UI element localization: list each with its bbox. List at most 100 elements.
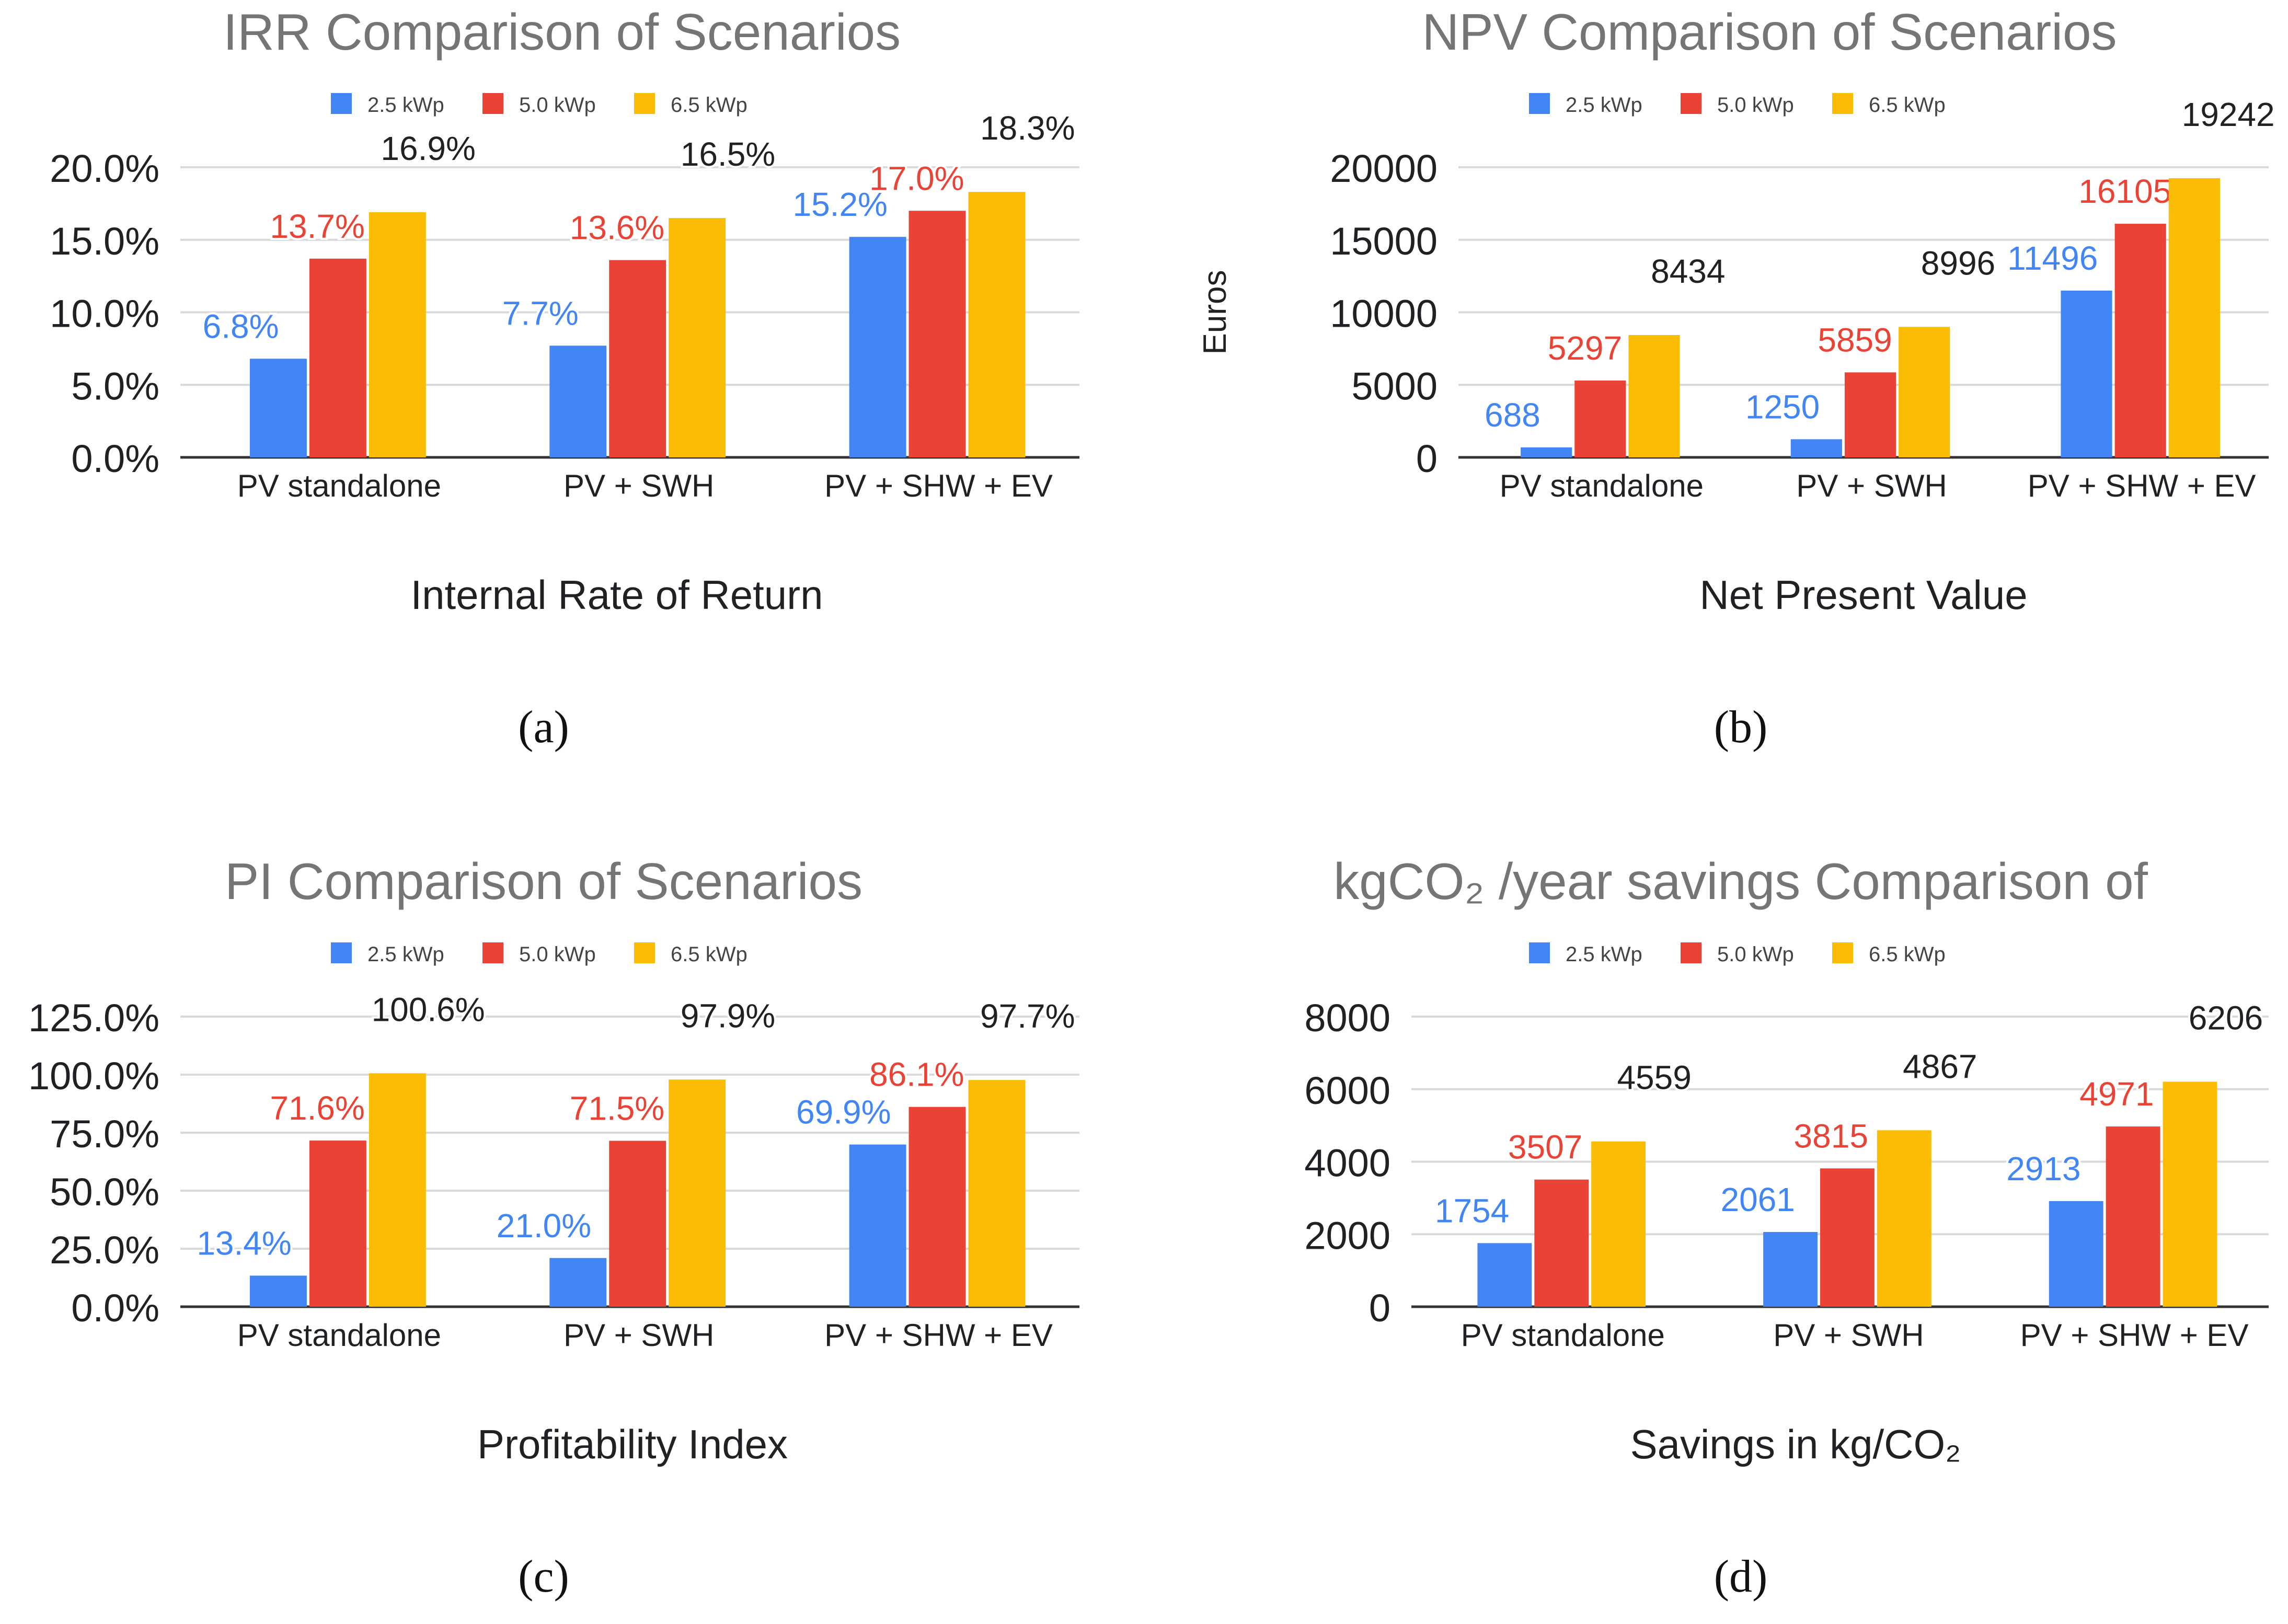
bar-5-0-kwp [1844, 372, 1896, 457]
bar-5-0-kwp [2106, 1126, 2160, 1307]
legend-swatch-1 [1681, 93, 1701, 114]
category-label: PV standalone [1500, 468, 1704, 503]
legend-label: 2.5 kWp [1566, 94, 1642, 117]
panel-label: (d) [1714, 1551, 1768, 1602]
x-axis-title: Savings in kg/CO₂ [1630, 1421, 1961, 1467]
bar-2-5-kwp [249, 359, 307, 457]
data-label: 6206 [2189, 999, 2263, 1036]
category-label: PV + SWH [564, 1318, 714, 1353]
y-tick-label: 25.0% [50, 1228, 159, 1272]
bar-6-5-kwp [1877, 1130, 1931, 1307]
legend-label: 5.0 kWp [519, 94, 596, 117]
data-label: 17.0% [869, 159, 964, 197]
data-label: 19242 [2182, 96, 2275, 133]
chart-panel-c: PI Comparison of Scenarios 2.5 kWp 5.0 kWp… [28, 853, 1079, 1602]
y-axis-label: Euros [1197, 270, 1233, 355]
data-label: 16105 [2078, 172, 2171, 210]
y-tick-label: 8000 [1304, 996, 1390, 1040]
data-label: 2061 [1721, 1181, 1795, 1218]
y-tick-label: 15.0% [50, 220, 159, 263]
bar-6-5-kwp [968, 192, 1026, 457]
y-tick-label: 15000 [1330, 220, 1438, 263]
data-label: 16.5% [681, 135, 775, 173]
y-tick-label: 5.0% [71, 364, 159, 408]
legend-swatch-0 [1529, 942, 1550, 963]
data-label: 13.7% [270, 208, 364, 245]
bar-2-5-kwp [1763, 1232, 1818, 1307]
data-label: 6.8% [203, 307, 279, 345]
y-tick-label: 20.0% [50, 147, 159, 190]
bar-6-5-kwp [968, 1080, 1026, 1307]
chart-panel-d: kgCO₂ /year savings Comparison of 2.5 kWp… [1304, 853, 2269, 1602]
legend-label: 5.0 kWp [519, 943, 596, 966]
chart-title: NPV Comparison of Scenarios [1422, 3, 2117, 61]
panel-label: (a) [518, 702, 569, 753]
legend-swatch-1 [482, 942, 503, 963]
data-label: 8434 [1651, 252, 1725, 290]
y-tick-label: 6000 [1304, 1069, 1390, 1112]
data-label: 5297 [1548, 329, 1622, 367]
legend-label: 5.0 kWp [1717, 94, 1794, 117]
bar-5-0-kwp [309, 258, 366, 457]
legend-swatch-0 [331, 942, 352, 963]
y-tick-label: 20000 [1330, 147, 1438, 190]
data-label: 15.2% [792, 186, 887, 223]
data-label: 8996 [1921, 244, 1995, 282]
bar-6-5-kwp [369, 212, 426, 457]
data-label: 97.7% [980, 997, 1075, 1035]
bar-5-0-kwp [309, 1141, 366, 1307]
data-label: 4867 [1903, 1047, 1977, 1085]
bar-2-5-kwp [849, 1144, 906, 1307]
bar-2-5-kwp [549, 1258, 607, 1307]
category-label: PV + SWH [564, 468, 714, 503]
panel-label: (b) [1714, 702, 1768, 753]
x-axis-title: Profitability Index [477, 1421, 788, 1467]
bar-2-5-kwp [249, 1275, 307, 1307]
data-label: 86.1% [869, 1056, 964, 1093]
bar-5-0-kwp [609, 1141, 666, 1307]
data-label: 13.6% [570, 209, 664, 247]
bar-5-0-kwp [2114, 224, 2166, 457]
legend-swatch-1 [482, 93, 503, 114]
panel-label: (c) [518, 1551, 569, 1602]
bar-2-5-kwp [1477, 1243, 1532, 1307]
category-label: PV standalone [237, 468, 441, 503]
bar-2-5-kwp [1790, 439, 1842, 457]
chart-panel-b: NPV Comparison of Scenarios 2.5 kWp 5.0 kW… [1197, 3, 2277, 753]
bar-5-0-kwp [909, 1107, 966, 1307]
legend-label: 2.5 kWp [367, 94, 444, 117]
y-tick-label: 0 [1369, 1286, 1390, 1330]
data-label: 21.0% [497, 1207, 591, 1245]
data-label: 11496 [2007, 239, 2098, 277]
data-label: 5859 [1818, 321, 1892, 359]
data-label: 1754 [1435, 1192, 1509, 1229]
y-tick-label: 5000 [1351, 364, 1438, 408]
data-label: 4559 [1617, 1059, 1691, 1097]
y-tick-label: 10.0% [50, 292, 159, 336]
legend-label: 2.5 kWp [1566, 943, 1642, 966]
bar-5-0-kwp [609, 260, 666, 457]
bar-2-5-kwp [849, 237, 906, 457]
legend-swatch-0 [331, 93, 352, 114]
category-label: PV + SWH [1773, 1318, 1924, 1353]
y-tick-label: 4000 [1304, 1142, 1390, 1185]
legend-label: 6.5 kWp [671, 94, 748, 117]
y-tick-label: 75.0% [50, 1112, 159, 1156]
bar-5-0-kwp [1820, 1168, 1875, 1307]
category-label: PV + SHW + EV [2020, 1318, 2249, 1353]
data-label: 18.3% [980, 109, 1075, 147]
data-label: 688 [1485, 396, 1540, 434]
chart-title: kgCO₂ /year savings Comparison of [1333, 853, 2148, 910]
x-axis-title: Net Present Value [1699, 572, 2027, 618]
legend-label: 6.5 kWp [671, 943, 748, 966]
bar-2-5-kwp [2061, 290, 2112, 457]
chart-title: PI Comparison of Scenarios [225, 853, 863, 910]
x-axis-title: Internal Rate of Return [410, 572, 823, 618]
bar-6-5-kwp [2168, 178, 2220, 457]
y-tick-label: 100.0% [28, 1054, 159, 1098]
data-label: 4971 [2079, 1075, 2154, 1113]
bar-6-5-kwp [1591, 1141, 1646, 1307]
category-label: PV + SHW + EV [2028, 468, 2256, 503]
legend-swatch-2 [634, 942, 655, 963]
chart-title: IRR Comparison of Scenarios [223, 3, 901, 61]
